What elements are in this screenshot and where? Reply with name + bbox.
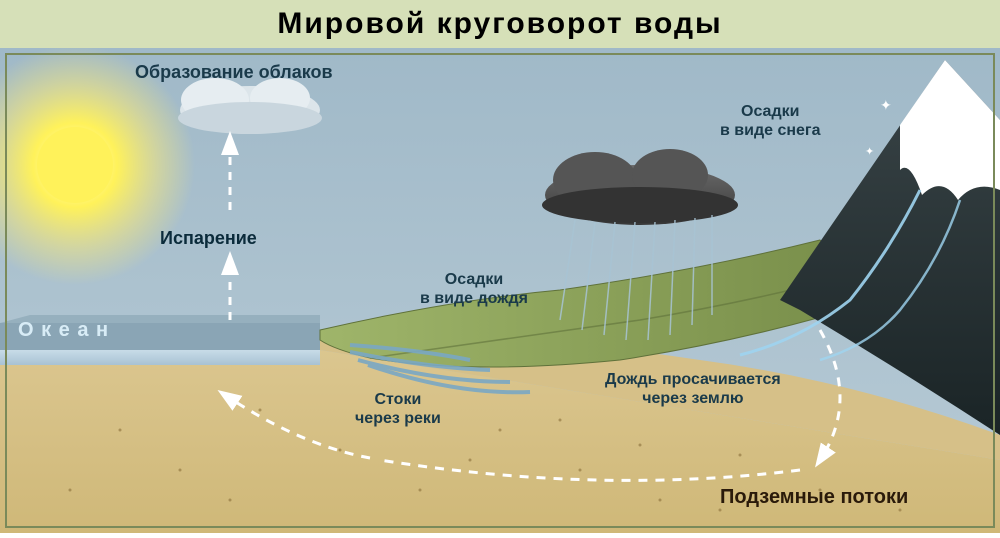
water-cycle-diagram: ✦ ✦ ✦ ✦ Мировой круговорот воды Образова… <box>0 0 1000 533</box>
svg-text:✦: ✦ <box>880 97 892 113</box>
title-bar: Мировой круговорот воды <box>0 0 1000 48</box>
label-rain: Осадки в виде дождя <box>420 270 528 308</box>
svg-text:✦: ✦ <box>910 129 920 143</box>
label-cloud-formation: Образование облаков <box>135 62 333 84</box>
cloud-light-icon <box>178 78 322 134</box>
svg-text:✦: ✦ <box>930 87 938 98</box>
svg-text:✦: ✦ <box>865 146 874 158</box>
diagram-title: Мировой круговорот воды <box>277 7 722 41</box>
label-river: Стоки через реки <box>355 390 441 428</box>
label-snow: Осадки в виде снега <box>720 102 820 140</box>
sun-icon <box>37 127 113 203</box>
label-ocean: О к е а н <box>18 318 109 342</box>
label-seep: Дождь просачивается через землю <box>605 370 781 408</box>
label-underground: Подземные потоки <box>720 485 908 509</box>
ocean-front <box>0 350 320 365</box>
label-evaporation: Испарение <box>160 228 257 250</box>
